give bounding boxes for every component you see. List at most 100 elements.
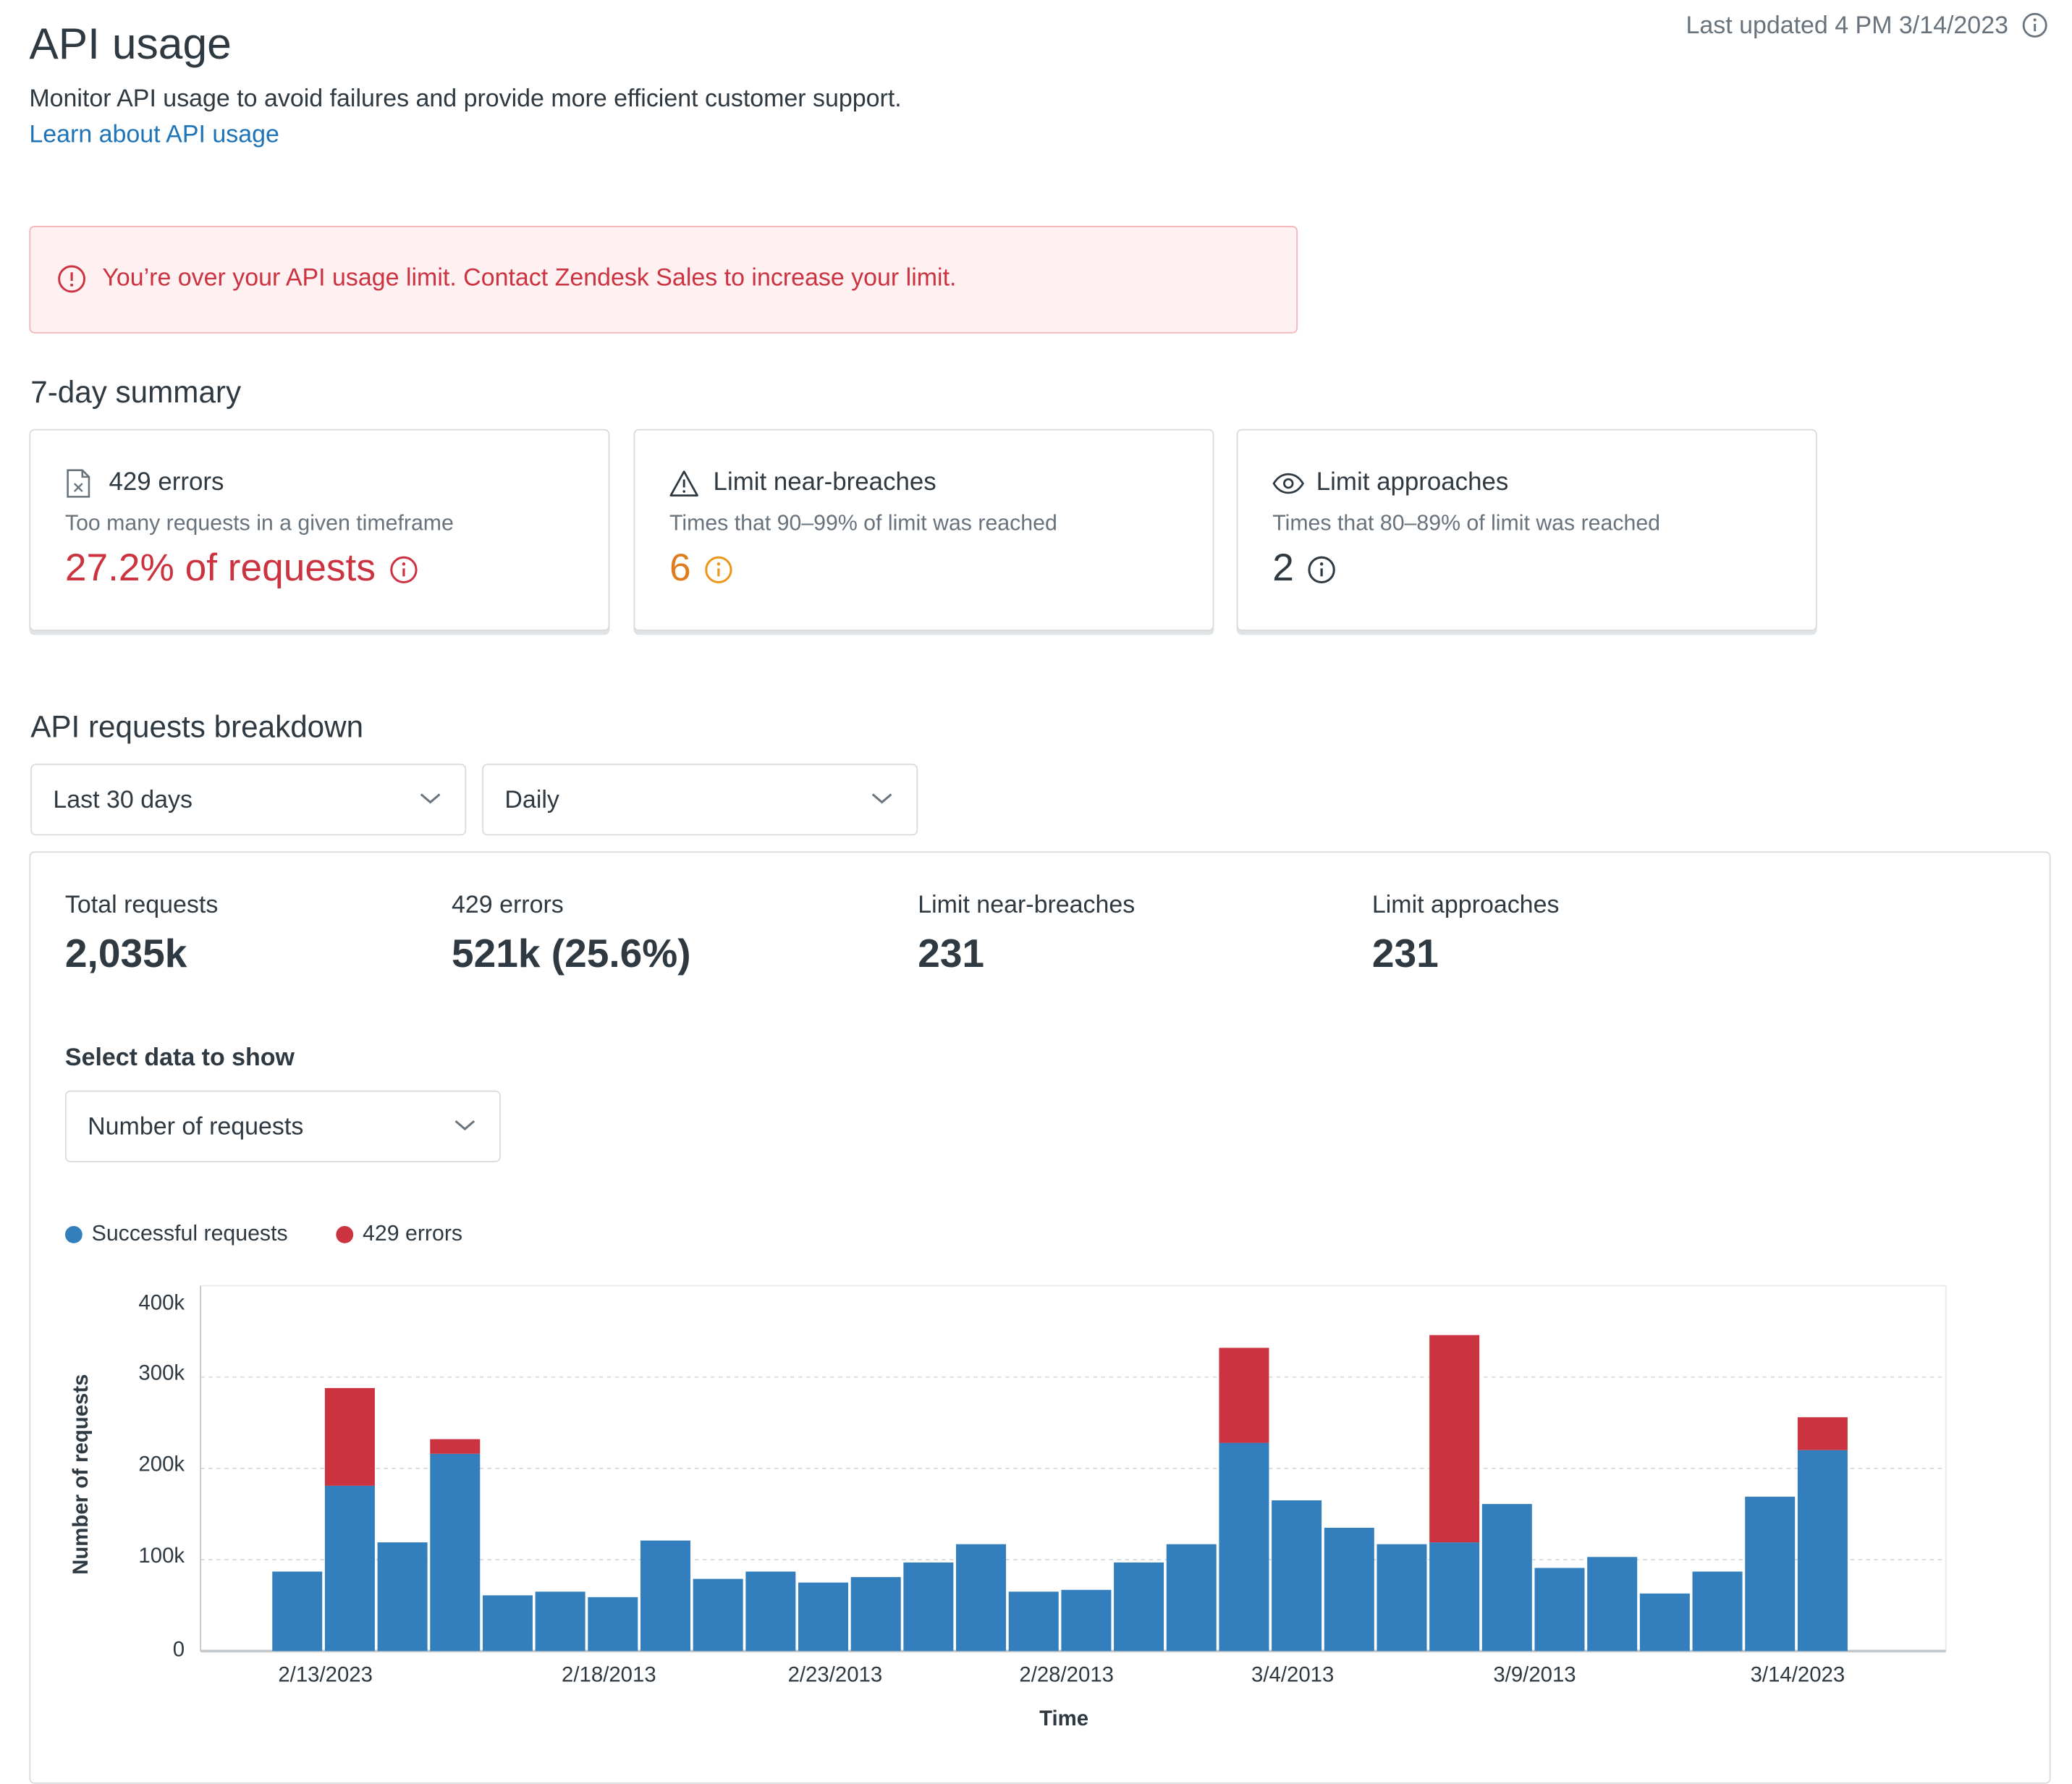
summary-heading: 7-day summary [30, 374, 242, 410]
bar-successful [324, 1485, 375, 1652]
bar-successful [272, 1571, 323, 1652]
stat-value: 2,035k [64, 932, 187, 976]
info-icon[interactable] [2021, 12, 2048, 39]
file-error-icon [67, 469, 90, 498]
alert-message: You’re over your API usage limit. Contac… [102, 263, 957, 291]
x-tick-label: 3/9/2013 [1493, 1662, 1576, 1686]
card-value-text: 27.2% of requests [64, 547, 376, 590]
x-tick-label: 2/13/2023 [278, 1662, 373, 1686]
stat-label: Limit near-breaches [918, 889, 1136, 918]
x-axis-title: Time [1039, 1707, 1088, 1730]
page-title: API usage [29, 18, 232, 68]
bar-429-errors [1219, 1348, 1269, 1443]
stat-label: Total requests [64, 889, 219, 918]
alert-circle-icon [58, 265, 86, 293]
card-value: 2 [1272, 547, 1336, 591]
bar-successful [1114, 1562, 1164, 1652]
card-value: 27.2% of requests [65, 547, 418, 591]
card-value-text: 2 [1272, 547, 1294, 590]
bar-successful [1272, 1500, 1322, 1652]
bar-429-errors [1797, 1417, 1848, 1450]
bar-successful [1481, 1504, 1532, 1652]
select-value: Number of requests [88, 1112, 304, 1140]
bar-successful [693, 1578, 743, 1652]
card-value: 6 [669, 547, 733, 591]
legend-label: 429 errors [363, 1222, 463, 1246]
card-description: Too many requests in a given timeframe [64, 511, 454, 536]
bar-successful [535, 1591, 585, 1652]
bar-successful [1692, 1571, 1743, 1652]
data-select-label: Select data to show [64, 1042, 295, 1071]
y-tick-label: 300k [138, 1361, 185, 1384]
info-icon[interactable] [1307, 554, 1336, 583]
stat-label: 429 errors [452, 889, 564, 918]
card-title: Limit approaches [1316, 468, 1509, 497]
data-to-show-select[interactable]: Number of requests [64, 1090, 501, 1162]
stat-value: 231 [1371, 932, 1439, 976]
bar-successful [377, 1542, 428, 1652]
legend-dot [64, 1225, 83, 1243]
page-subtitle: Monitor API usage to avoid failures and … [29, 83, 902, 112]
bar-successful [1745, 1497, 1796, 1652]
x-tick-label: 2/28/2013 [1019, 1662, 1114, 1686]
y-tick-label: 100k [138, 1544, 185, 1568]
bar-successful [588, 1597, 638, 1652]
bar-successful [850, 1577, 901, 1652]
info-icon[interactable] [389, 554, 418, 583]
breakdown-heading: API requests breakdown [30, 709, 364, 744]
card-limit-approaches: Limit approaches Times that 80–89% of li… [1236, 428, 1817, 631]
select-value: Daily [504, 785, 559, 813]
y-tick-label: 200k [138, 1453, 185, 1476]
learn-about-api-usage-link[interactable]: Learn about API usage [29, 119, 279, 148]
bar-successful [1219, 1442, 1269, 1652]
x-tick-label: 2/23/2013 [788, 1662, 883, 1686]
x-tick-label: 3/4/2013 [1251, 1662, 1334, 1686]
bar-successful [956, 1544, 1007, 1652]
chevron-down-icon [454, 1120, 475, 1130]
card-description: Times that 90–99% of limit was reached [669, 511, 1057, 536]
legend-item-successful[interactable]: Successful requests [64, 1222, 288, 1247]
bar-successful [798, 1582, 849, 1652]
card-value-text: 6 [669, 547, 691, 590]
bar-429-errors [1429, 1335, 1480, 1543]
usage-limit-alert: You’re over your API usage limit. Contac… [29, 226, 1298, 334]
bar-429-errors [430, 1439, 481, 1454]
bar-successful [1008, 1591, 1059, 1652]
bar-successful [1534, 1568, 1585, 1652]
card-title: Limit near-breaches [713, 468, 936, 497]
card-description: Times that 80–89% of limit was reached [1272, 511, 1661, 536]
bar-successful [1639, 1593, 1690, 1652]
stat-value: 231 [918, 932, 985, 976]
card-429-errors: 429 errors Too many requests in a given … [29, 428, 610, 631]
bar-successful [1587, 1557, 1638, 1652]
warning-icon [669, 470, 698, 496]
card-limit-near-breaches: Limit near-breaches Times that 90–99% of… [633, 428, 1214, 631]
bar-successful [1166, 1544, 1217, 1652]
interval-select[interactable]: Daily [482, 764, 918, 836]
legend-dot [336, 1225, 354, 1243]
chevron-down-icon [420, 793, 441, 804]
select-value: Last 30 days [53, 785, 193, 813]
x-tick-label: 3/14/2023 [1751, 1662, 1845, 1686]
bar-successful [745, 1571, 796, 1652]
bar-successful [1324, 1527, 1374, 1652]
date-range-select[interactable]: Last 30 days [30, 764, 467, 836]
stat-value: 521k (25.6%) [452, 932, 691, 976]
chevron-down-icon [871, 793, 892, 804]
last-updated: Last updated 4 PM 3/14/2023 [1686, 10, 2008, 39]
y-tick-label: 0 [173, 1638, 185, 1662]
legend-label: Successful requests [91, 1222, 288, 1246]
card-title: 429 errors [109, 468, 224, 497]
bar-successful [1797, 1450, 1848, 1652]
legend-item-429[interactable]: 429 errors [336, 1222, 462, 1247]
bar-successful [430, 1453, 481, 1652]
bar-429-errors [324, 1387, 375, 1486]
bar-successful [1061, 1589, 1112, 1652]
bar-successful [1377, 1544, 1427, 1652]
bar-successful [1429, 1542, 1480, 1652]
info-icon[interactable] [704, 554, 733, 583]
bar-successful [903, 1562, 954, 1652]
y-axis-title: Number of requests [69, 1374, 93, 1575]
eye-icon [1272, 473, 1305, 494]
requests-bar-chart: 0 100k 200k 300k 400k 2/13/2023 2/18/2013 2/23/… [69, 1285, 1947, 1730]
